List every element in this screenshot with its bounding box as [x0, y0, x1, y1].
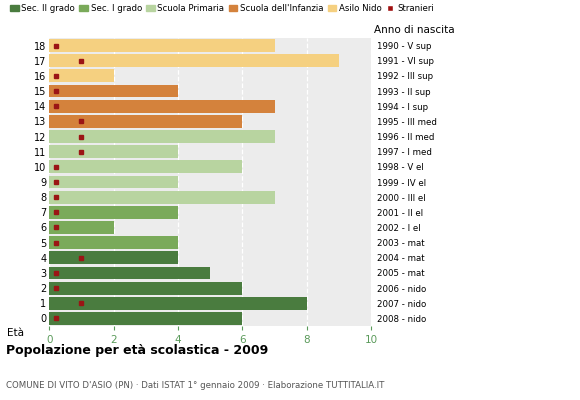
Text: Età: Età	[8, 328, 24, 338]
Bar	[49, 160, 242, 173]
Bar	[49, 312, 242, 325]
Bar	[49, 70, 114, 82]
Bar	[49, 145, 178, 158]
Bar	[49, 191, 274, 204]
Bar	[49, 39, 274, 52]
Bar	[49, 206, 178, 219]
Bar	[49, 221, 114, 234]
Bar	[49, 176, 178, 188]
Bar	[49, 266, 210, 279]
Bar	[49, 54, 339, 67]
Text: Anno di nascita: Anno di nascita	[375, 25, 455, 35]
Bar	[49, 251, 178, 264]
Bar	[49, 130, 274, 143]
Text: Popolazione per età scolastica - 2009: Popolazione per età scolastica - 2009	[6, 344, 268, 357]
Bar	[49, 115, 242, 128]
Bar	[49, 100, 274, 113]
Bar	[49, 297, 307, 310]
Bar	[49, 282, 242, 294]
Legend: Sec. II grado, Sec. I grado, Scuola Primaria, Scuola dell'Infanzia, Asilo Nido, : Sec. II grado, Sec. I grado, Scuola Prim…	[10, 4, 434, 13]
Text: COMUNE DI VITO D'ASIO (PN) · Dati ISTAT 1° gennaio 2009 · Elaborazione TUTTITALI: COMUNE DI VITO D'ASIO (PN) · Dati ISTAT …	[6, 381, 384, 390]
Bar	[49, 85, 178, 98]
Bar	[49, 236, 178, 249]
